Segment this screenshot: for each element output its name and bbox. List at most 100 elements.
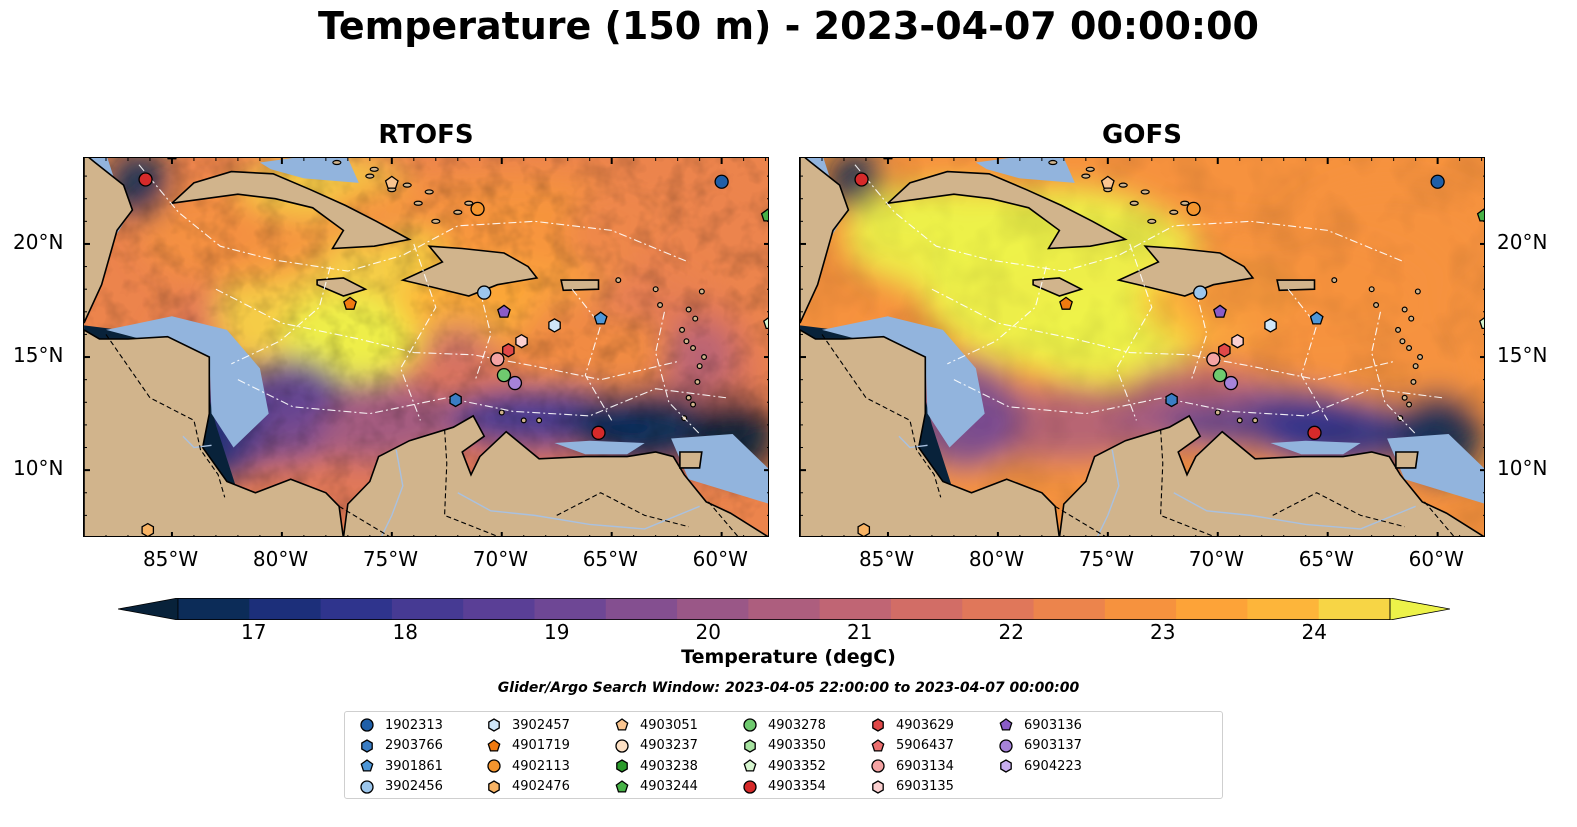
float-marker-3902456[interactable]: [477, 285, 492, 300]
legend-item: 6903137: [998, 736, 1082, 756]
float-marker-4903352[interactable]: [1479, 317, 1485, 330]
legend-hexagon-marker: [872, 718, 884, 732]
float-marker-4903051[interactable]: [384, 175, 399, 189]
legend-item: 4903051: [614, 715, 698, 735]
lon-tick-label: 60°W: [692, 547, 748, 571]
legend-pentagon-marker: [615, 718, 629, 731]
float-marker-4903352[interactable]: [763, 317, 769, 330]
colorbar-tick-label: 21: [847, 620, 873, 644]
float-marker-3902457[interactable]: [548, 318, 561, 333]
lon-tick-label: 65°W: [582, 547, 638, 571]
float-marker-3902457[interactable]: [1264, 318, 1277, 333]
colorbar-label: Temperature (degC): [681, 646, 896, 668]
colorbar-segment: [1104, 598, 1177, 620]
legend-label: 4903244: [640, 779, 698, 794]
colorbar-segment: [534, 598, 607, 620]
legend-hexagon-marker: [1000, 759, 1012, 773]
float-marker-4903354[interactable]: [591, 425, 606, 440]
float-marker-4903629[interactable]: [1218, 343, 1231, 358]
figure-title: Temperature (150 m) - 2023-04-07 00:00:0…: [317, 4, 1259, 48]
legend-item: 3902457: [486, 715, 570, 735]
legend-label: 4903051: [640, 717, 698, 733]
legend-hexagon-marker: [361, 738, 373, 753]
legend-label: 6903136: [1024, 717, 1082, 733]
legend-label: 4903352: [768, 758, 826, 774]
legend-label: 4903237: [640, 738, 698, 753]
float-marker-3902456[interactable]: [1193, 285, 1208, 300]
float-marker-4902476[interactable]: [857, 522, 871, 537]
legend-label: 3901861: [385, 758, 443, 774]
map-gofs[interactable]: [799, 157, 1485, 537]
float-marker-4902113[interactable]: [1186, 201, 1201, 217]
legend-label: 6904223: [1024, 758, 1082, 774]
legend-label: 4903278: [768, 717, 826, 733]
legend-pentagon-marker: [615, 779, 629, 793]
legend-label: 6903137: [1024, 738, 1082, 753]
colorbar-segment: [391, 598, 464, 620]
float-marker-4903354[interactable]: [138, 172, 153, 187]
float-marker-4903629[interactable]: [502, 343, 515, 358]
colorbar-segment: [605, 598, 678, 620]
legend-circle-marker: [615, 738, 629, 753]
map-rtofs[interactable]: [83, 157, 769, 537]
colorbar-tick-label: 24: [1301, 620, 1327, 644]
colorbar-tick-label: 23: [1150, 620, 1176, 644]
float-marker-4901719[interactable]: [1059, 296, 1073, 310]
colorbar-segment: [249, 598, 322, 620]
float-marker-2903766[interactable]: [449, 392, 462, 408]
legend-label: 4902113: [512, 758, 570, 774]
float-marker-4903051[interactable]: [1100, 175, 1115, 189]
float-marker-6903134[interactable]: [1206, 352, 1221, 367]
legend-hexagon-marker: [744, 738, 756, 753]
lat-tick-label-right: 15°N: [1497, 343, 1548, 368]
legend-item: 3902456: [359, 777, 443, 797]
legend-item: 4903244: [614, 777, 698, 797]
lon-tick-label: 80°W: [252, 547, 309, 571]
legend-label: 4903350: [768, 738, 826, 753]
float-marker-4903354[interactable]: [1307, 425, 1322, 440]
legend-label: 3902457: [512, 717, 570, 733]
legend-pentagon-marker: [487, 738, 501, 752]
colorbar-segment: [962, 598, 1035, 620]
float-marker-4903278[interactable]: [1212, 367, 1228, 383]
lat-tick-label-left: 10°N: [13, 456, 64, 481]
float-marker-4903354[interactable]: [854, 172, 869, 187]
legend-item: 6903135: [870, 777, 954, 797]
legend-pentagon-marker: [871, 738, 885, 752]
float-marker-2903766[interactable]: [1165, 392, 1178, 408]
colorbar-segment: [1247, 598, 1320, 620]
legend-item: 4903350: [742, 736, 826, 756]
colorbar-segment: [320, 598, 393, 620]
float-marker-6903134[interactable]: [490, 352, 505, 367]
search-window-note: Glider/Argo Search Window: 2023-04-05 22…: [497, 680, 1080, 696]
float-marker-6903135[interactable]: [1231, 333, 1244, 349]
float-marker-6903137[interactable]: [507, 375, 523, 391]
float-marker-4903278[interactable]: [496, 367, 512, 383]
float-marker-3901861[interactable]: [1309, 311, 1324, 325]
legend-label: 3902456: [385, 779, 443, 794]
float-marker-1902313[interactable]: [1430, 174, 1445, 189]
float-marker-6903135[interactable]: [515, 333, 528, 349]
float-marker-4902476[interactable]: [141, 522, 155, 537]
legend-item: 2903766: [359, 736, 443, 756]
legend-circle-marker: [487, 759, 501, 773]
legend-item: 4903352: [742, 756, 826, 776]
float-marker-4901719[interactable]: [343, 296, 357, 310]
legend-item: 1902313: [359, 715, 443, 735]
lat-tick-label-right: 20°N: [1497, 229, 1548, 254]
float-marker-6903136[interactable]: [497, 304, 511, 318]
legend-item: 4903354: [742, 777, 826, 797]
legend-hexagon-marker: [872, 779, 884, 794]
float-marker-6903137[interactable]: [1223, 375, 1239, 391]
float-marker-3901861[interactable]: [593, 311, 608, 325]
legend-item: 4901719: [486, 736, 570, 756]
float-marker-6903136[interactable]: [1213, 304, 1227, 318]
float-marker-1902313[interactable]: [714, 174, 729, 189]
lon-tick-label: 80°W: [968, 547, 1025, 571]
colorbar-segment: [748, 598, 821, 620]
legend-circle-marker: [871, 759, 885, 773]
legend-item: 6903136: [998, 715, 1082, 735]
float-marker-4902113[interactable]: [470, 201, 485, 217]
lon-tick-label: 85°W: [858, 547, 915, 571]
legend-label: 4902476: [512, 779, 570, 794]
